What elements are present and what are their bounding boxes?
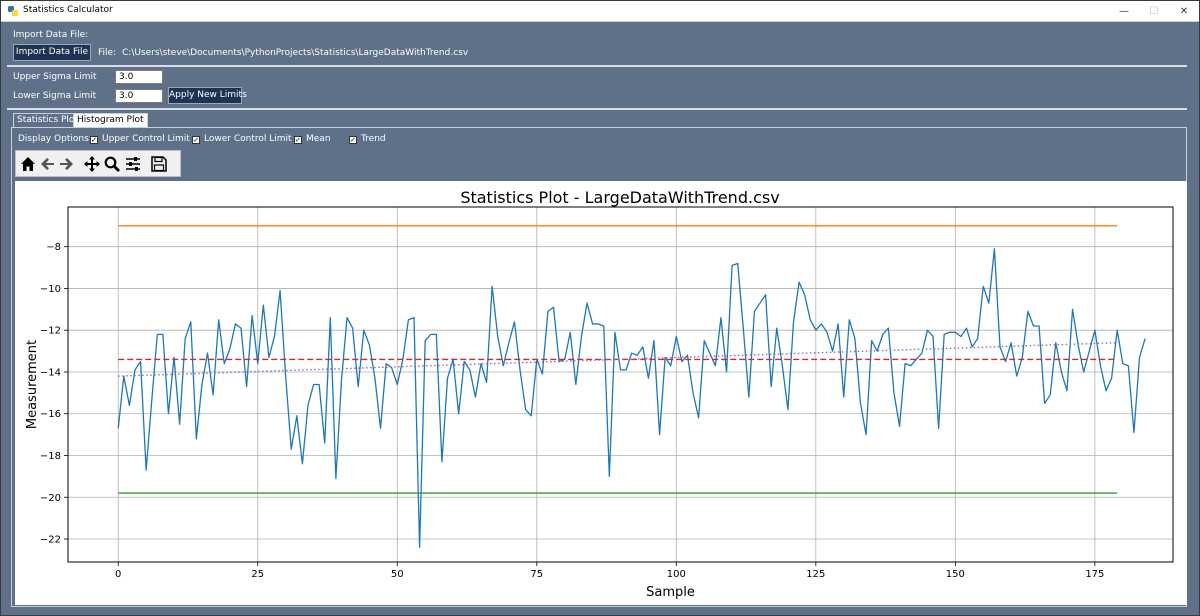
y-tick-label: −18 <box>40 451 61 462</box>
measurement-series-line <box>117 248 1146 549</box>
y-axis-label: Measurement <box>25 340 40 429</box>
pan-icon[interactable] <box>83 155 101 173</box>
x-tick-label: 50 <box>391 569 404 580</box>
checkbox-label: Trend <box>361 134 386 144</box>
configure-subplots-icon[interactable] <box>124 155 142 173</box>
plot-navigation-toolbar <box>15 150 181 177</box>
y-tick-label: −10 <box>40 284 61 295</box>
file-label: File: <box>98 48 117 58</box>
window-title: Statistics Calculator <box>23 5 113 15</box>
x-tick-label: 100 <box>667 569 686 580</box>
x-axis-label: Sample <box>646 585 695 600</box>
x-tick-label: 75 <box>530 569 543 580</box>
statistics-chart: 0 25 50 75 100 125 150 175 −8 −10 −12 −14 −16 −18 −20 −… <box>25 206 1174 600</box>
checkbox-label: Mean <box>306 134 331 144</box>
display-options-label: Display Options: <box>18 134 92 144</box>
checkbox-check-icon: ✓ <box>349 136 357 144</box>
upper-sigma-label: Upper Sigma Limit <box>13 72 97 82</box>
forward-arrow-icon[interactable] <box>57 155 75 173</box>
maximize-button[interactable]: ☐ <box>1149 6 1159 17</box>
save-icon[interactable] <box>150 155 168 173</box>
minimize-button[interactable]: — <box>1119 6 1129 17</box>
separator <box>7 65 1187 67</box>
lower-sigma-input[interactable]: 3.0 <box>115 89 163 103</box>
import-data-file-button[interactable]: Import Data File <box>13 44 91 61</box>
mean-checkbox[interactable]: ✓ Mean <box>294 134 331 144</box>
checkbox-check-icon: ✓ <box>192 136 200 144</box>
chart-title: Statistics Plot - LargeDataWithTrend.csv <box>460 188 780 207</box>
lower-sigma-label: Lower Sigma Limit <box>13 91 97 101</box>
x-tick-label: 0 <box>115 569 121 580</box>
separator <box>7 108 1187 110</box>
tab-statistics-plot[interactable]: Statistics Plot <box>13 113 82 128</box>
checkbox-check-icon: ✓ <box>294 136 302 144</box>
close-button[interactable]: ✕ <box>1179 6 1189 17</box>
lower-control-limit-checkbox[interactable]: ✓ Lower Control Limit <box>192 134 292 144</box>
trend-line <box>118 342 1118 377</box>
checkbox-label: Lower Control Limit <box>204 134 292 144</box>
y-tick-label: −12 <box>40 326 61 337</box>
apply-new-limits-button[interactable]: Apply New Limits <box>168 87 247 104</box>
checkbox-check-icon: ✓ <box>90 136 98 144</box>
x-tick-label: 175 <box>1085 569 1104 580</box>
plot-frame <box>67 206 1174 563</box>
title-bar: Statistics Calculator — ☐ ✕ <box>1 1 1199 22</box>
y-tick-label: −22 <box>40 535 61 546</box>
trend-checkbox[interactable]: ✓ Trend <box>349 134 386 144</box>
y-tick-label: −8 <box>46 242 61 253</box>
y-tick-label: −16 <box>40 409 61 420</box>
y-tick-label: −14 <box>40 367 61 378</box>
upper-control-limit-checkbox[interactable]: ✓ Upper Control Limit <box>90 134 190 144</box>
back-arrow-icon[interactable] <box>39 155 57 173</box>
y-tick-label: −20 <box>40 493 61 504</box>
home-icon[interactable] <box>19 155 37 173</box>
x-tick-label: 25 <box>251 569 264 580</box>
tab-histogram-plot[interactable]: Histogram Plot <box>73 113 148 128</box>
import-section-label: Import Data File: <box>13 30 89 40</box>
checkbox-label: Upper Control Limit <box>102 134 190 144</box>
x-tick-label: 125 <box>806 569 825 580</box>
x-tick-label: 150 <box>946 569 965 580</box>
plot-canvas[interactable]: Statistics Plot - LargeDataWithTrend.csv… <box>15 181 1187 605</box>
python-app-icon <box>8 6 18 16</box>
file-path: C:\Users\steve\Documents\PythonProjects\… <box>122 48 469 58</box>
zoom-icon[interactable] <box>103 155 121 173</box>
upper-sigma-input[interactable]: 3.0 <box>115 70 163 84</box>
